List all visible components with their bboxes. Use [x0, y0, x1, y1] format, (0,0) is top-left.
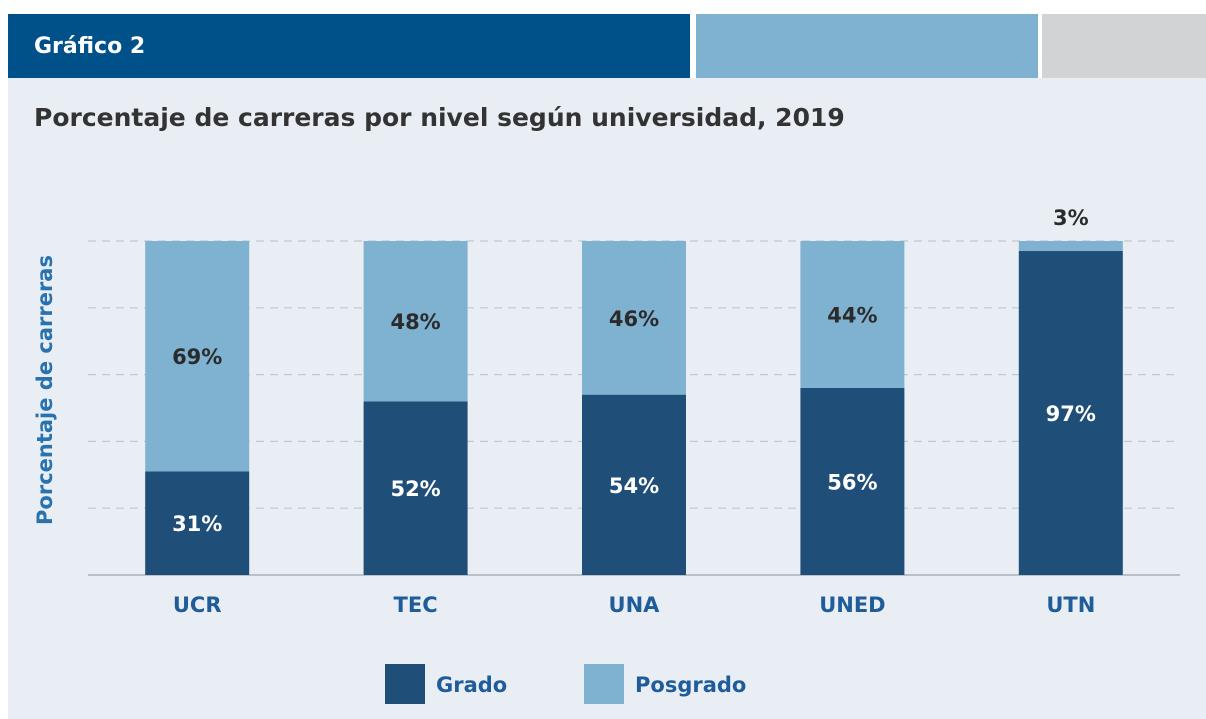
data-label: 69%: [172, 345, 222, 369]
data-label: 3%: [1053, 206, 1089, 230]
data-label: 48%: [390, 310, 440, 334]
bar-segment: [800, 241, 905, 388]
x-tick-label: UCR: [173, 593, 222, 617]
legend-label: Posgrado: [635, 673, 746, 697]
header-block: [696, 14, 1038, 78]
data-label: 46%: [609, 307, 659, 331]
data-label: 31%: [172, 512, 222, 536]
data-label: 44%: [827, 303, 877, 327]
bar-segment: [582, 394, 686, 575]
legend-swatch: [584, 664, 624, 704]
y-axis-label: Porcentaje de carreras: [33, 255, 57, 525]
header-title: Gráfico 2: [34, 34, 145, 59]
bar-segment: [800, 387, 905, 575]
legend-label: Grado: [436, 673, 507, 697]
chart-title: Porcentaje de carreras por nivel según u…: [34, 103, 845, 132]
x-tick-label: UNED: [819, 593, 885, 617]
x-tick-label: TEC: [394, 593, 438, 617]
bar-segment: [1018, 251, 1123, 575]
bar-segment: [582, 241, 686, 395]
x-tick-label: UNA: [609, 593, 661, 617]
x-tick-label: UTN: [1046, 593, 1095, 617]
data-label: 97%: [1046, 402, 1096, 426]
bar-segment: [363, 241, 468, 402]
header-bar: [8, 14, 690, 78]
data-label: 52%: [390, 477, 440, 501]
data-label: 54%: [609, 474, 659, 498]
bar-segment: [145, 241, 250, 472]
legend-swatch: [385, 664, 425, 704]
bar-segment: [145, 471, 250, 575]
header-block: [1042, 14, 1206, 78]
bar-segment: [1018, 241, 1123, 252]
data-label: 56%: [827, 470, 877, 494]
bar-segment: [363, 401, 468, 575]
